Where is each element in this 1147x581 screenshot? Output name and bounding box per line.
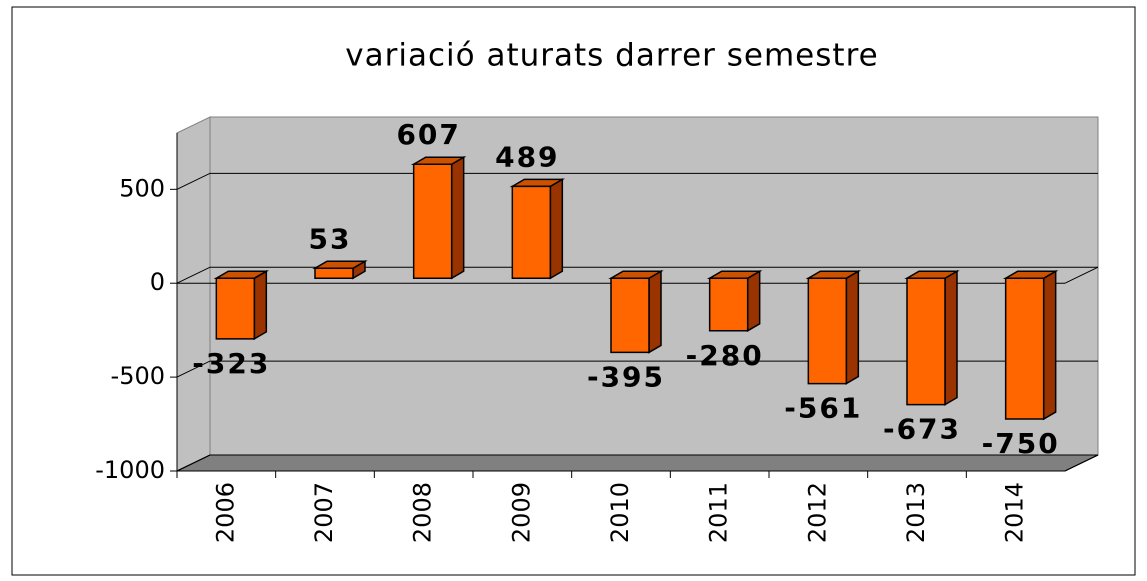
- bar: [509, 178, 566, 280]
- bar-front: [314, 267, 354, 279]
- bar-side: [549, 178, 564, 280]
- grid-line: [176, 454, 1098, 472]
- x-tick-label: 2009: [507, 482, 535, 543]
- bar: [904, 269, 960, 406]
- bar-front: [906, 277, 946, 406]
- x-tick-label: 2014: [1001, 482, 1029, 543]
- floor: [176, 454, 1099, 472]
- bar: [805, 269, 862, 385]
- bar-side: [648, 269, 662, 354]
- bar: [410, 155, 467, 280]
- x-tick-label: 2011: [705, 482, 733, 543]
- x-tick-label: 2013: [902, 482, 930, 543]
- value-label: -750: [982, 427, 1060, 460]
- bar-front: [412, 163, 453, 279]
- bar-side: [746, 269, 761, 333]
- bar: [312, 259, 368, 280]
- grid-line: [176, 266, 1098, 284]
- bar-side: [253, 269, 268, 341]
- value-label: -395: [587, 360, 665, 393]
- grid-line: [176, 360, 1098, 378]
- bar: [1002, 269, 1059, 421]
- y-tick-label: -500: [111, 362, 165, 390]
- bar-side: [450, 155, 465, 280]
- y-tick-label: -1000: [95, 456, 165, 484]
- bar: [213, 269, 270, 341]
- y-tick-label: 0: [150, 268, 165, 296]
- x-tick-label: 2012: [803, 482, 831, 543]
- bar-front: [708, 277, 749, 332]
- value-label: 53: [309, 222, 352, 255]
- y-tick-label: 500: [119, 174, 165, 202]
- value-label: -323: [192, 347, 270, 380]
- x-tick-label: 2008: [409, 482, 437, 543]
- value-label: -561: [784, 392, 862, 425]
- grid-line: [176, 172, 1098, 190]
- bar-front: [215, 277, 256, 340]
- value-label: -280: [686, 339, 764, 372]
- bar-side: [1042, 269, 1057, 421]
- x-tick-label: 2007: [310, 482, 338, 543]
- bar-front: [1004, 277, 1045, 420]
- bar-front: [511, 185, 552, 279]
- value-label: 489: [495, 140, 559, 173]
- bar-side: [944, 269, 958, 406]
- x-tick-label: 2010: [606, 482, 634, 543]
- bar: [608, 269, 664, 354]
- side-wall: [176, 116, 211, 472]
- bar-front: [610, 277, 650, 354]
- x-axis-back: [1064, 266, 1099, 284]
- bar-front: [807, 277, 848, 385]
- value-label: -673: [883, 413, 961, 446]
- value-label: 607: [396, 118, 460, 151]
- bar-side: [845, 269, 860, 385]
- bar: [706, 269, 763, 333]
- x-tick-label: 2006: [211, 482, 239, 543]
- chart-title: variació aturats darrer semestre: [345, 38, 878, 74]
